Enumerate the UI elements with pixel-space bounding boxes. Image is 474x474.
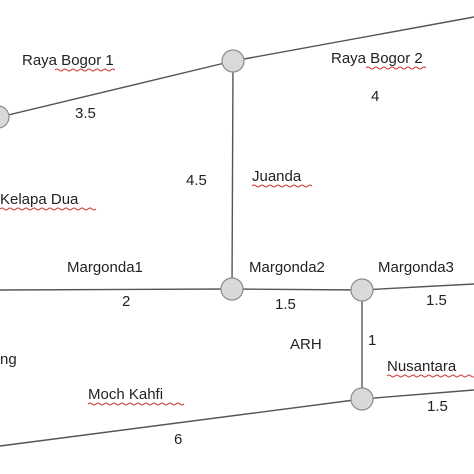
spellcheck-raya-bogor-2 — [365, 66, 427, 70]
edge-margonda3 — [361, 283, 474, 291]
edge-raya-bogor-1 — [0, 60, 234, 118]
label-margonda2: Margonda2 — [249, 259, 325, 276]
node-arh-bottom — [350, 387, 374, 411]
spellcheck-moch-kahfi — [87, 402, 185, 406]
label-arh: ARH — [290, 336, 322, 353]
node-margonda-junction — [220, 277, 244, 301]
label-ng: ng — [0, 351, 17, 368]
label-raya-bogor-2: Raya Bogor 2 — [331, 50, 423, 67]
node-left-top — [0, 105, 10, 129]
weight-moch-kahfi: 6 — [174, 431, 182, 448]
label-margonda3: Margonda3 — [378, 259, 454, 276]
weight-juanda: 4.5 — [186, 172, 207, 189]
label-kelapa-dua: Kelapa Dua — [0, 191, 79, 208]
node-arh-top — [350, 278, 374, 302]
label-moch-kahfi: Moch Kahfi — [88, 386, 163, 403]
weight-nusantara: 1.5 — [427, 398, 448, 415]
weight-arh: 1 — [368, 332, 376, 349]
spellcheck-nusantara — [386, 374, 474, 378]
spellcheck-raya-bogor-1 — [54, 68, 116, 72]
edge-margonda1 — [0, 288, 233, 291]
edge-margonda2 — [231, 288, 363, 291]
edge-raya-bogor-2 — [232, 16, 474, 62]
label-margonda1: Margonda1 — [67, 259, 143, 276]
weight-raya-bogor-1: 3.5 — [75, 105, 96, 122]
weight-margonda3: 1.5 — [426, 292, 447, 309]
weight-margonda1: 2 — [122, 293, 130, 310]
label-juanda: Juanda — [252, 168, 302, 185]
weight-margonda2: 1.5 — [275, 296, 296, 313]
spellcheck-kelapa-dua — [0, 207, 97, 211]
edge-moch-kahfi — [0, 398, 363, 447]
node-juanda-top — [221, 49, 245, 73]
label-nusantara: Nusantara — [387, 358, 457, 375]
edge-juanda — [231, 60, 234, 290]
label-raya-bogor-1: Raya Bogor 1 — [22, 52, 114, 69]
weight-raya-bogor-2: 4 — [371, 88, 379, 105]
spellcheck-juanda — [251, 184, 313, 188]
edge-nusantara — [361, 389, 474, 400]
